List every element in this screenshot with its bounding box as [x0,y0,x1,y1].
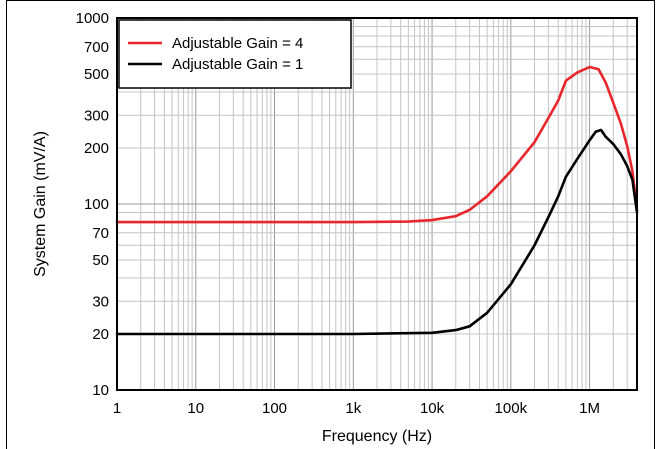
y-tick-label: 700 [84,39,109,56]
x-tick-label: 10 [187,400,204,417]
x-tick-label: 10k [420,400,445,417]
x-tick-label: 1k [345,400,361,417]
y-tick-label: 20 [92,326,109,343]
y-tick-label: 10 [92,382,109,399]
legend-box [118,19,352,89]
y-axis-title: System Gain (mV/A) [32,131,49,277]
plot-border [116,17,638,391]
y-tick-label: 100 [84,196,109,213]
x-tick-label: 100 [262,400,287,417]
y-tick-label: 300 [84,107,109,124]
legend-label-2: Adjustable Gain = 1 [172,56,303,73]
y-tick-label: 500 [84,66,109,83]
chart-frame [6,0,655,449]
y-tick-label: 50 [92,252,109,269]
x-tick-label: 1 [113,400,121,417]
x-tick-label: 100k [495,400,528,417]
y-tick-label: 200 [84,140,109,157]
y-tick-label: 1000 [76,10,109,27]
y-tick-label: 70 [92,225,109,242]
series-line-2 [115,128,639,336]
legend-label-1: Adjustable Gain = 4 [172,35,303,52]
y-tick-label: 30 [92,293,109,310]
series-line-1 [115,65,639,224]
x-axis-title: Frequency (Hz) [322,428,432,445]
x-tick-label: 1M [579,400,600,417]
